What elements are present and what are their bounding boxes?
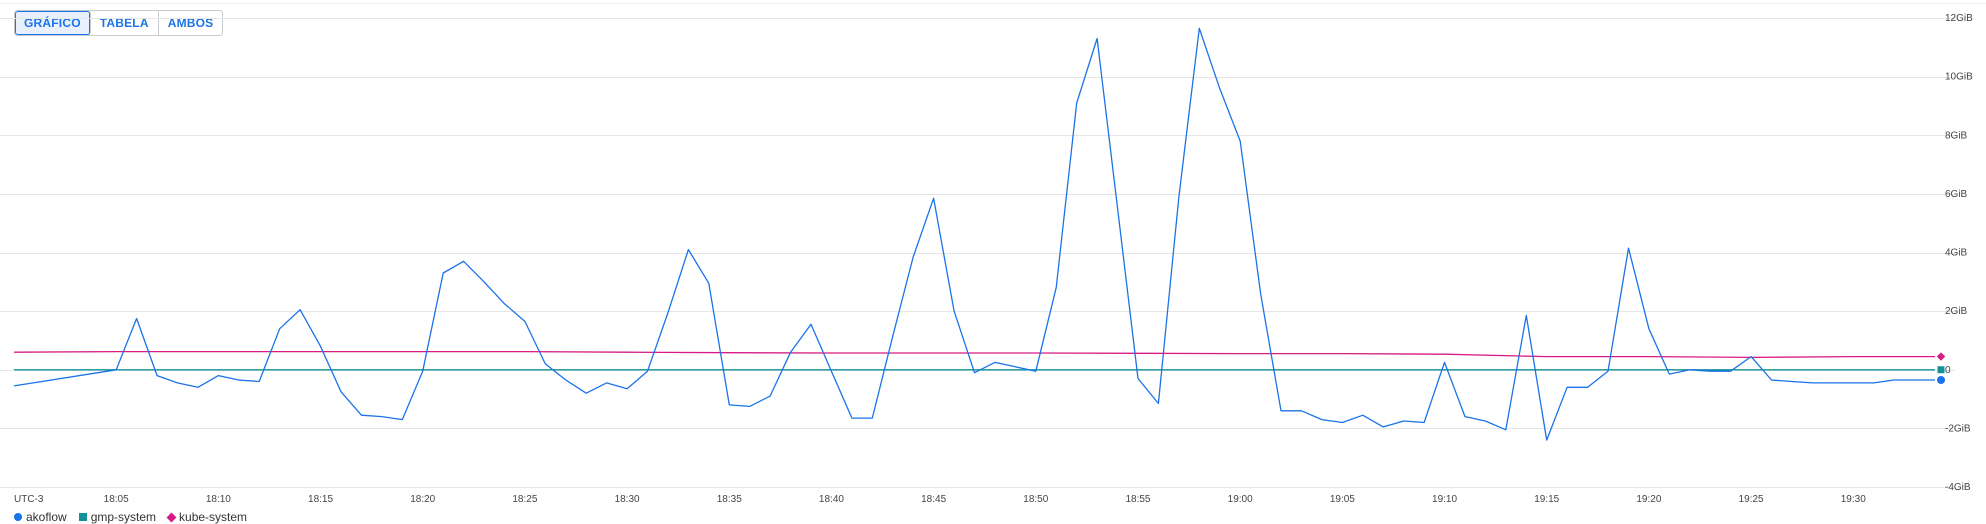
legend-item-kube-system[interactable]: kube-system <box>166 510 248 524</box>
view-toggle: GRÁFICO TABELA AMBOS <box>14 10 224 36</box>
y-tick-label: 10GiB <box>1945 72 1973 83</box>
y-tick-label: 8GiB <box>1945 130 1968 141</box>
legend: akoflow gmp-system kube-system <box>14 511 247 523</box>
end-marker-gmp-system <box>1937 366 1945 374</box>
x-tick-label: 18:35 <box>717 494 742 505</box>
x-tick-label: 18:10 <box>206 494 231 505</box>
y-tick-label: 4GiB <box>1945 248 1968 259</box>
y-tick-label: 2GiB <box>1945 306 1968 317</box>
x-tick-label: 19:30 <box>1841 494 1866 505</box>
grid-lines <box>0 3 1986 488</box>
series-line-kube-system <box>13 350 1935 359</box>
x-axis: UTC-3 18:05 18:10 18:15 18:20 18:25 18:30 18:3… <box>14 494 1866 505</box>
x-tick-label: 18:25 <box>512 494 537 505</box>
y-tick-label: -4GiB <box>1945 482 1971 493</box>
legend-label: akoflow <box>26 510 67 524</box>
legend-label: kube-system <box>179 510 248 524</box>
square-marker-icon <box>78 513 87 521</box>
x-tick-label: 18:45 <box>921 494 946 505</box>
legend-item-akoflow[interactable]: akoflow <box>14 511 67 523</box>
x-tick-label: 18:30 <box>615 494 640 505</box>
y-tick-label: 0 <box>1945 365 1951 376</box>
x-tick-label: 19:20 <box>1636 494 1661 505</box>
chart-view-button[interactable]: GRÁFICO <box>15 11 91 35</box>
x-tick-label: 18:40 <box>819 494 844 505</box>
x-tick-label: 19:15 <box>1534 494 1559 505</box>
x-tick-label: 19:00 <box>1228 494 1253 505</box>
x-tick-label: 18:55 <box>1125 494 1150 505</box>
series-line-akoflow <box>13 27 1935 441</box>
y-tick-label: 6GiB <box>1945 189 1968 200</box>
x-tick-label: 18:50 <box>1023 494 1048 505</box>
series-lines <box>13 27 1946 441</box>
x-tick-label: 18:15 <box>308 494 333 505</box>
end-marker-kube-system <box>1936 352 1946 361</box>
x-tick-label: 18:20 <box>410 494 435 505</box>
circle-marker-icon <box>14 513 22 521</box>
timezone-label: UTC-3 <box>14 494 44 505</box>
table-view-button[interactable]: TABELA <box>91 11 159 35</box>
x-tick-label: 19:10 <box>1432 494 1457 505</box>
legend-item-gmp-system[interactable]: gmp-system <box>78 510 157 524</box>
legend-label: gmp-system <box>90 510 157 524</box>
x-tick-label: 19:25 <box>1739 494 1764 505</box>
both-view-button[interactable]: AMBOS <box>167 16 214 30</box>
y-axis: 12GiB 10GiB 8GiB 6GiB 4GiB 2GiB 0 -2GiB -4GiB <box>1945 13 1973 493</box>
end-marker-akoflow <box>1937 376 1945 385</box>
diamond-marker-icon <box>166 512 177 522</box>
x-tick-label: 18:05 <box>104 494 129 505</box>
y-tick-label: -2GiB <box>1945 423 1971 434</box>
x-tick-label: 19:05 <box>1330 494 1355 505</box>
y-tick-label: 12GiB <box>1945 13 1973 24</box>
